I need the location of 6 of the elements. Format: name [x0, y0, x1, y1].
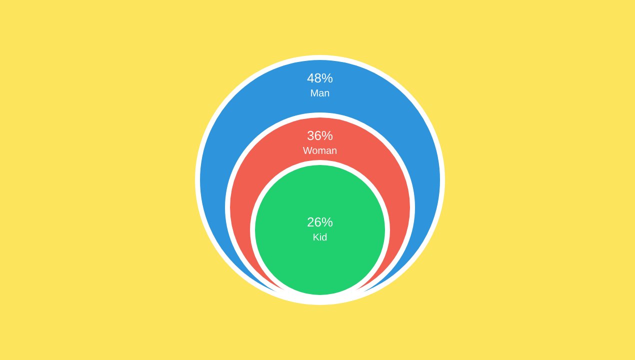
- category-label: Man: [311, 90, 330, 96]
- data-label: 36%: [308, 130, 333, 140]
- category-label: Woman: [302, 147, 336, 154]
- data-label: 26%: [308, 217, 333, 227]
- data-label: 48%: [307, 73, 333, 83]
- category-label: Kid: [314, 233, 327, 241]
